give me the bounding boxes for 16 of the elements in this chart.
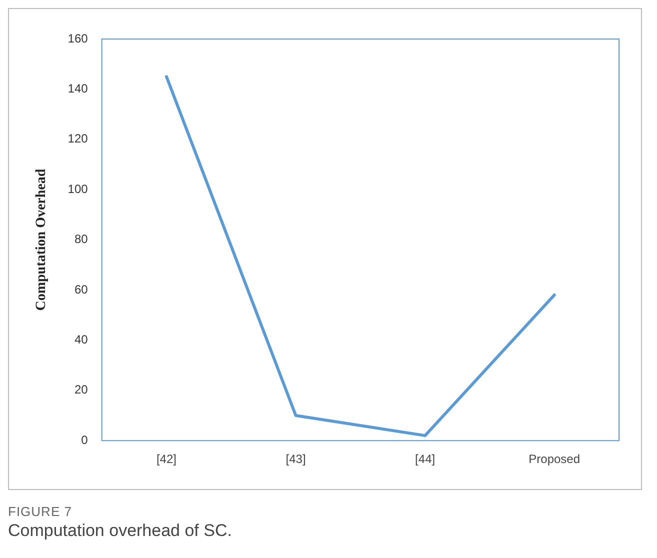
y-tick-label: 40 (74, 332, 88, 347)
y-tick-label: 60 (74, 282, 88, 296)
y-tick-label: 140 (68, 82, 88, 96)
y-tick-label: 120 (68, 132, 88, 146)
y-axis-title: Computation Overhead (34, 168, 50, 311)
caption: FIGURE 7 (8, 504, 73, 519)
x-tick-label: [42] (156, 452, 176, 466)
x-tick-label: [44] (415, 452, 436, 466)
y-tick-label: 0 (81, 432, 88, 447)
y-tick-label: 100 (68, 182, 88, 196)
text: Computation overhead of SC. (8, 521, 233, 541)
x-tick-label: [43] (286, 452, 306, 466)
y-tick-label: 20 (74, 382, 88, 397)
x-tick-label: Proposed (528, 452, 580, 466)
y-tick-label: 80 (74, 232, 88, 246)
y-tick-label: 160 (68, 31, 88, 46)
